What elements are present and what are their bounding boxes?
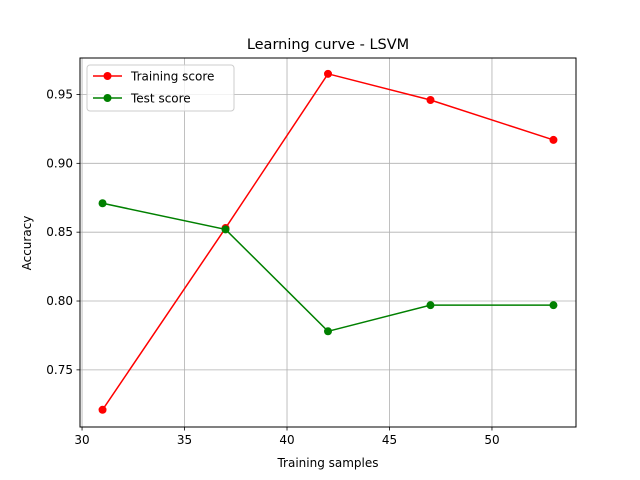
test-score-point	[324, 327, 332, 336]
axis-ticks: 30 35 40 45 50 0.75 0.80 0.85 0.90 0.95	[46, 87, 499, 447]
x-axis-title: Training samples	[276, 456, 378, 470]
x-tick-label: 35	[177, 433, 192, 447]
test-score-point	[426, 301, 435, 310]
legend: Training score Test score	[86, 64, 235, 112]
x-tick-label: 45	[382, 433, 397, 447]
y-tick-label: 0.95	[46, 87, 73, 101]
training-score-point	[324, 69, 332, 78]
y-tick-label: 0.80	[46, 294, 73, 308]
legend-box	[86, 64, 235, 112]
test-score-point	[98, 199, 107, 208]
training-score-point	[426, 95, 435, 104]
chart-title: Learning curve - LSVM	[247, 37, 409, 53]
test-score-legend-marker	[103, 94, 112, 102]
plot-frame	[79, 57, 577, 428]
test-score-legend-label: Test score	[130, 92, 191, 106]
test-score-point	[221, 225, 230, 234]
y-tick-label: 0.75	[46, 363, 73, 377]
test-score-point	[549, 301, 558, 310]
y-axis-title: Accuracy	[20, 216, 34, 271]
x-tick-label: 40	[279, 433, 294, 447]
x-tick-label: 30	[74, 433, 89, 447]
grid-lines	[80, 58, 576, 427]
y-tick-label: 0.90	[46, 156, 73, 170]
training-score-point	[549, 135, 558, 144]
x-tick-label: 50	[484, 433, 499, 447]
training-score-legend-marker	[103, 72, 112, 80]
training-score-legend-label: Training score	[130, 70, 214, 84]
series-layer	[98, 69, 558, 414]
y-tick-label: 0.85	[46, 225, 73, 239]
training-score-point	[98, 405, 107, 414]
